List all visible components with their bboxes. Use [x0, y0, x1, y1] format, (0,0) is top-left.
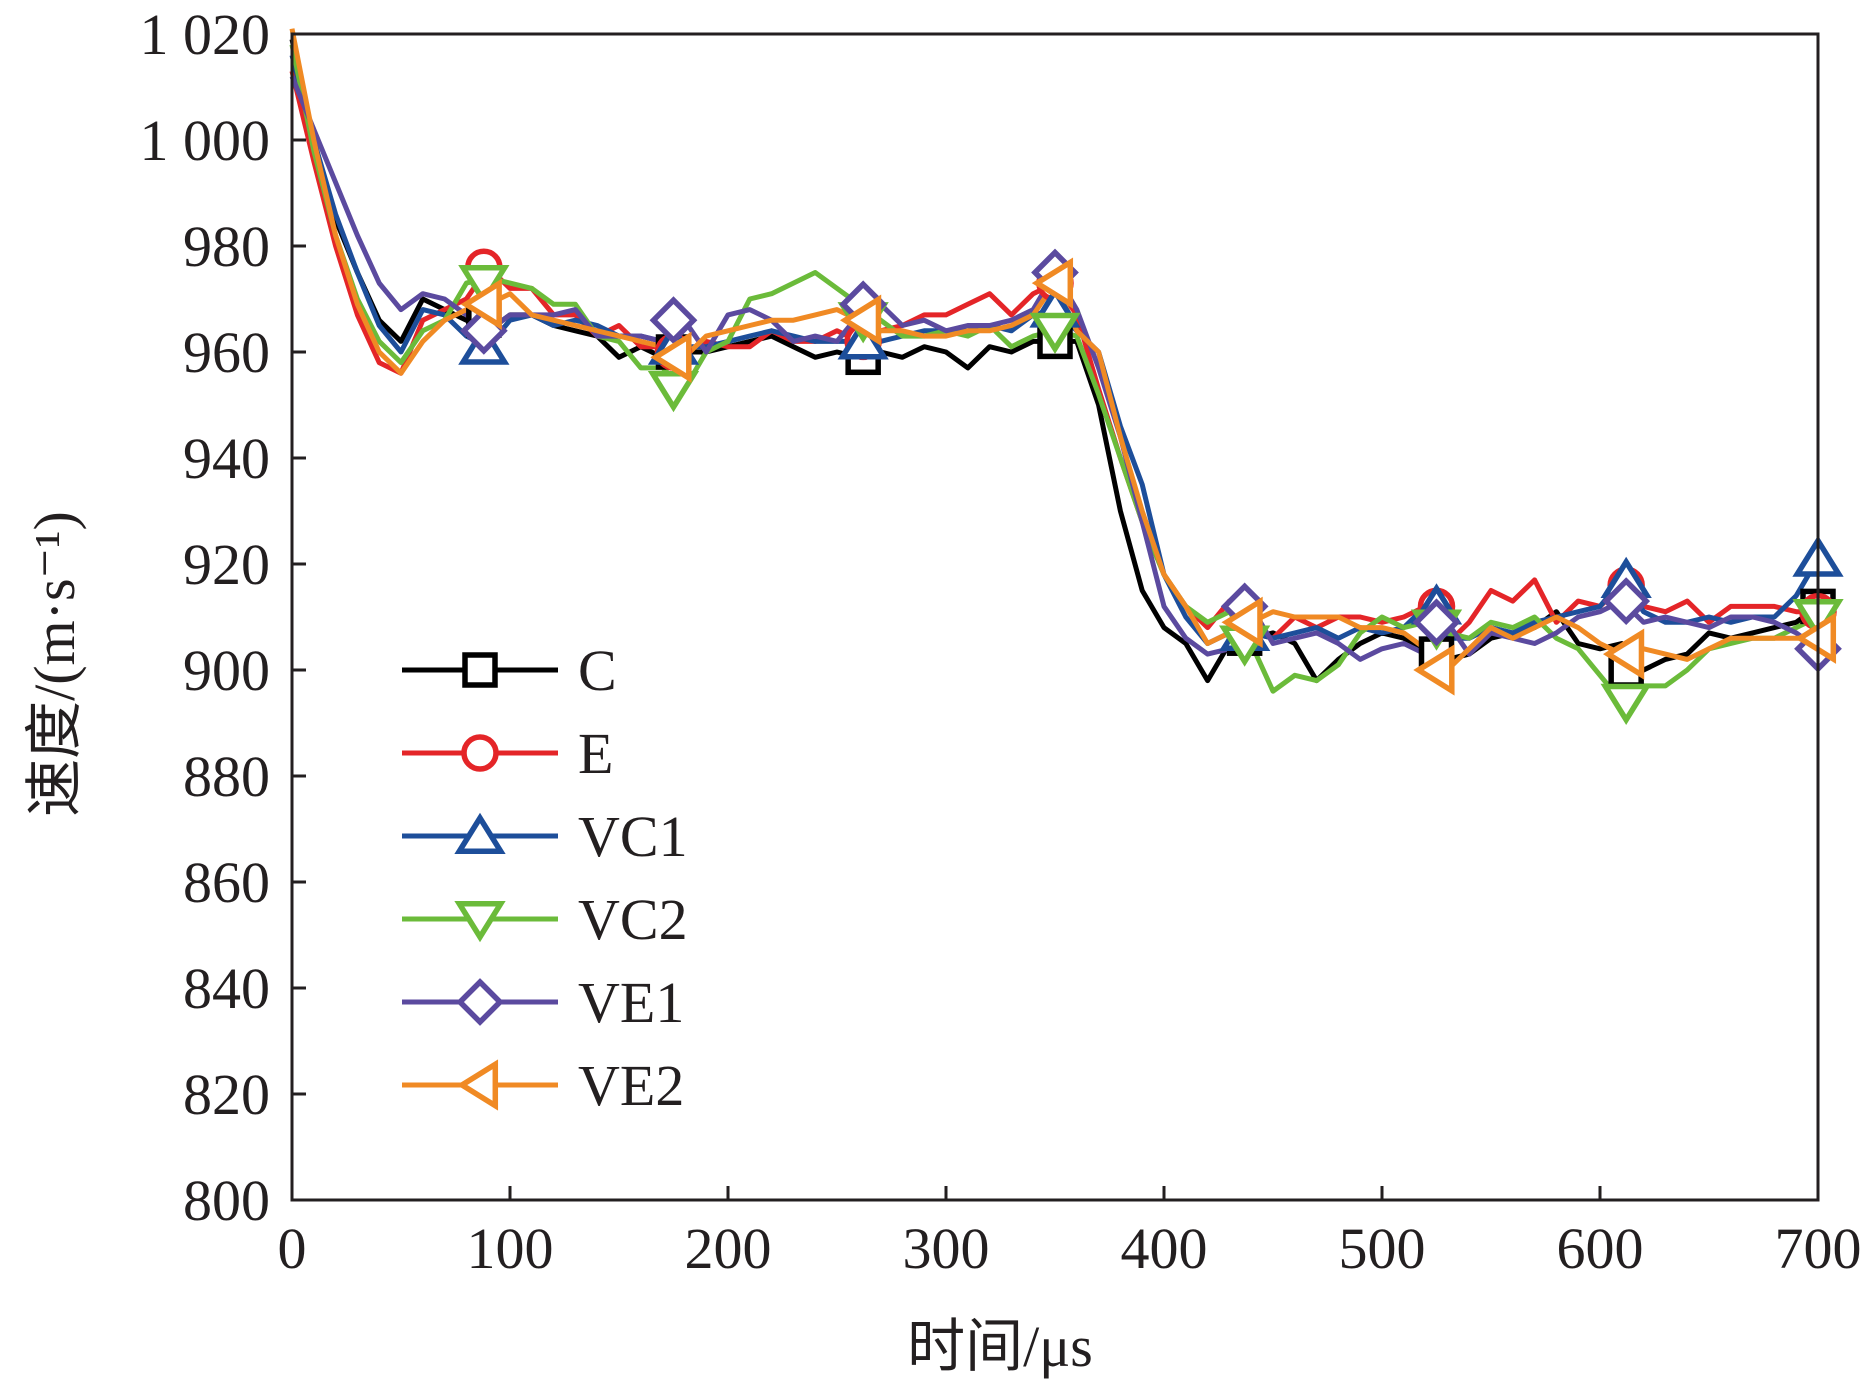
data-point-ve2 [839, 294, 882, 346]
legend-label-ve1: VE1 [578, 970, 684, 1035]
legend-marker-vc1 [454, 812, 506, 855]
data-point-vc2 [1029, 312, 1081, 355]
legend-marker-vc2 [454, 900, 506, 943]
y-tick-label: 1 020 [140, 2, 271, 67]
y-axis-title: 速度/(m·s⁻¹) [22, 511, 87, 817]
legend-marker-c [462, 652, 498, 688]
x-tick-label: 200 [685, 1216, 772, 1281]
x-tick-label: 600 [1557, 1216, 1644, 1281]
y-tick-label: 900 [183, 638, 270, 703]
data-point-ve2 [1031, 257, 1074, 309]
x-tick-label: 400 [1121, 1216, 1208, 1281]
legend-marker-ve1 [456, 978, 504, 1026]
data-point-ve1 [1412, 598, 1461, 647]
legend-label-c: C [578, 638, 617, 703]
legend-label-vc1: VC1 [578, 804, 688, 869]
y-tick-label: 1 000 [140, 108, 271, 173]
data-point-ve2 [1221, 596, 1263, 648]
x-axis-title: 时间/μs [907, 1314, 1093, 1379]
y-tick-label: 820 [183, 1062, 270, 1127]
legend-marker-e [461, 734, 499, 772]
y-tick-label: 860 [183, 850, 270, 915]
legend-label-ve2: VE2 [578, 1053, 684, 1118]
series-line-c [289, 38, 1820, 684]
y-tick-label: 800 [183, 1168, 270, 1233]
data-point-ve1 [649, 296, 698, 345]
legend-label-e: E [578, 721, 613, 786]
y-tick-label: 980 [183, 214, 270, 279]
data-point-ve2 [1602, 628, 1645, 680]
y-tick-label: 940 [183, 426, 270, 491]
axes: 0 100 200 300 400 500 600 700 800 820 840 860 880 900… [140, 2, 1862, 1281]
legend-label-vc2: VC2 [578, 887, 688, 952]
x-tick-label: 700 [1775, 1216, 1862, 1281]
data-point-ve2 [460, 278, 502, 330]
y-tick-label: 880 [183, 744, 270, 809]
legend-marker-ve2 [456, 1059, 499, 1111]
data-point-ve2 [650, 331, 692, 383]
data-point-ve2 [1413, 644, 1455, 696]
data-point-vc2 [647, 371, 700, 413]
y-tick-label: 960 [183, 320, 270, 385]
x-tick-label: 300 [903, 1216, 990, 1281]
series-line-ve1 [289, 75, 1820, 662]
x-tick-label: 0 [278, 1216, 307, 1281]
plot-area [289, 28, 1844, 726]
x-tick-label: 500 [1339, 1216, 1426, 1281]
data-point-ve1 [1602, 577, 1651, 625]
plot-frame [290, 32, 1820, 1202]
y-tick-label: 840 [183, 956, 270, 1021]
y-tick-label: 920 [183, 532, 270, 597]
data-point-vc2 [1600, 683, 1652, 726]
legend: CE VC1 VC2 VE1 VE2 [402, 638, 688, 1118]
x-tick-label: 100 [467, 1216, 554, 1281]
